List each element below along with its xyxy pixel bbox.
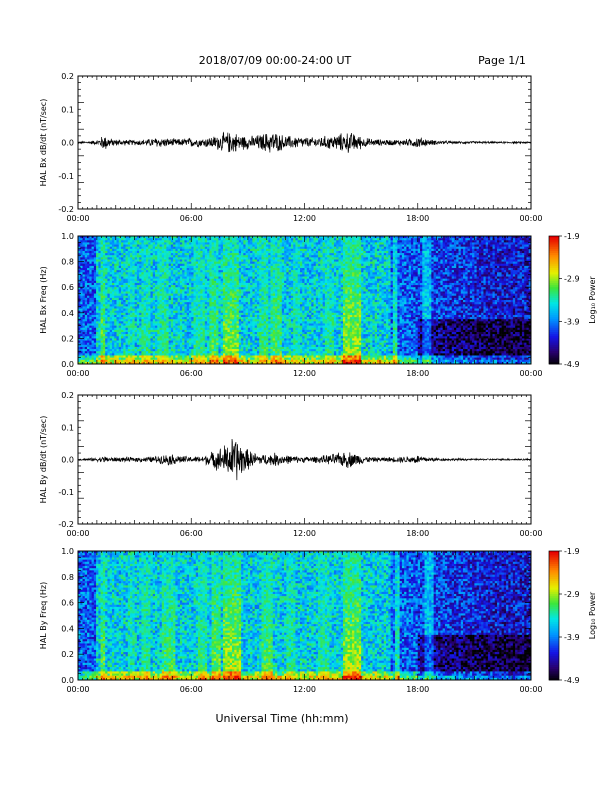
x-tick-label: 12:00: [293, 529, 316, 538]
y-tick-label: -0.2: [58, 520, 74, 529]
spectrogram-panel: -1.9 -2.9 -3.9 -4.9 Log₁₀ Power 1.0 0.8 0.6 0.4 0…: [39, 547, 597, 694]
y-tick-label: -0.1: [58, 488, 74, 497]
y-tick-label: 0.6: [61, 283, 74, 292]
x-tick-label: 18:00: [406, 529, 429, 538]
y-tick-label: 0.6: [61, 599, 74, 608]
x-tick-label: 12:00: [293, 214, 316, 223]
timeseries-panel: 0.20.10.0-0.1-0.200:00 06:00 12:00 18:00 00:…: [39, 391, 543, 538]
colorbar-tick-label: -4.9: [564, 360, 580, 369]
y-axis-label: HAL Bx dB/dt (nT/sec): [39, 99, 48, 187]
y-axis-label: HAL By dB/dt (nT/sec): [39, 416, 48, 504]
timeseries-panel: 0.20.10.0-0.1-0.200:00 06:00 12:00 18:00 00:…: [39, 72, 543, 223]
x-tick-label: 00:00: [519, 529, 542, 538]
x-tick-label: 06:00: [180, 685, 203, 694]
colorbar-tick-label: -1.9: [564, 547, 580, 556]
y-tick-label: -0.2: [58, 205, 74, 214]
colorbar-label: Log₁₀ Power: [588, 276, 597, 324]
x-tick-label: 00:00: [519, 369, 542, 378]
y-tick-label: 0.1: [61, 105, 74, 114]
panels: 0.20.10.0-0.1-0.200:00 06:00 12:00 18:00 00:…: [39, 72, 597, 694]
colorbar-tick-label: -3.9: [564, 633, 580, 642]
x-tick-label: 00:00: [519, 214, 542, 223]
y-tick-label: 0.4: [61, 624, 74, 633]
y-tick-label: 0.2: [61, 334, 74, 343]
colorbar-tick-label: -2.9: [564, 590, 580, 599]
x-tick-label: 18:00: [406, 369, 429, 378]
colorbar-tick-label: -1.9: [564, 232, 580, 241]
x-tick-label: 06:00: [180, 214, 203, 223]
x-axis-label: Universal Time (hh:mm): [216, 712, 349, 725]
y-axis-label: HAL Bx Freq (Hz): [39, 266, 48, 333]
y-tick-label: 0.0: [61, 676, 74, 685]
y-tick-label: 1.0: [61, 547, 74, 556]
y-tick-label: 0.0: [61, 456, 74, 465]
colorbar-label: Log₁₀ Power: [588, 591, 597, 639]
x-tick-label: 12:00: [293, 685, 316, 694]
x-tick-label: 12:00: [293, 369, 316, 378]
y-tick-label: 0.2: [61, 650, 74, 659]
x-tick-label: 06:00: [180, 369, 203, 378]
y-tick-label: 0.4: [61, 309, 74, 318]
series-line: [78, 439, 531, 480]
y-tick-label: 0.2: [61, 391, 74, 400]
colorbar-tick-label: -2.9: [564, 275, 580, 284]
x-tick-label: 00:00: [66, 529, 89, 538]
x-tick-label: 06:00: [180, 529, 203, 538]
colorbar: -1.9 -2.9 -3.9 -4.9 Log₁₀ Power: [549, 232, 597, 369]
colorbar: -1.9 -2.9 -3.9 -4.9 Log₁₀ Power: [549, 547, 597, 685]
y-tick-label: -0.1: [58, 172, 74, 181]
page-label: Page 1/1: [478, 54, 526, 67]
x-tick-label: 00:00: [66, 369, 89, 378]
x-tick-label: 18:00: [406, 214, 429, 223]
y-tick-label: 0.0: [61, 360, 74, 369]
colorbar-tick-label: -4.9: [564, 676, 580, 685]
series-line: [78, 133, 531, 153]
x-tick-label: 00:00: [66, 685, 89, 694]
y-tick-label: 0.2: [61, 72, 74, 81]
y-tick-label: 0.1: [61, 423, 74, 432]
x-tick-label: 00:00: [66, 214, 89, 223]
y-tick-label: 0.8: [61, 573, 74, 582]
heatmap-cells: [78, 551, 531, 680]
heatmap-cells: [78, 236, 531, 364]
x-tick-label: 18:00: [406, 685, 429, 694]
x-tick-label: 00:00: [519, 685, 542, 694]
y-tick-label: 0.0: [61, 139, 74, 148]
y-axis-label: HAL By Freq (Hz): [39, 582, 48, 649]
spectrogram-panel: -1.9 -2.9 -3.9 -4.9 Log₁₀ Power 1.0 0.8 0.6 0.4 0…: [39, 232, 597, 378]
figure-title: 2018/07/09 00:00-24:00 UT: [199, 54, 352, 67]
y-tick-label: 1.0: [61, 232, 74, 241]
colorbar-tick-label: -3.9: [564, 317, 580, 326]
y-tick-label: 0.8: [61, 258, 74, 267]
